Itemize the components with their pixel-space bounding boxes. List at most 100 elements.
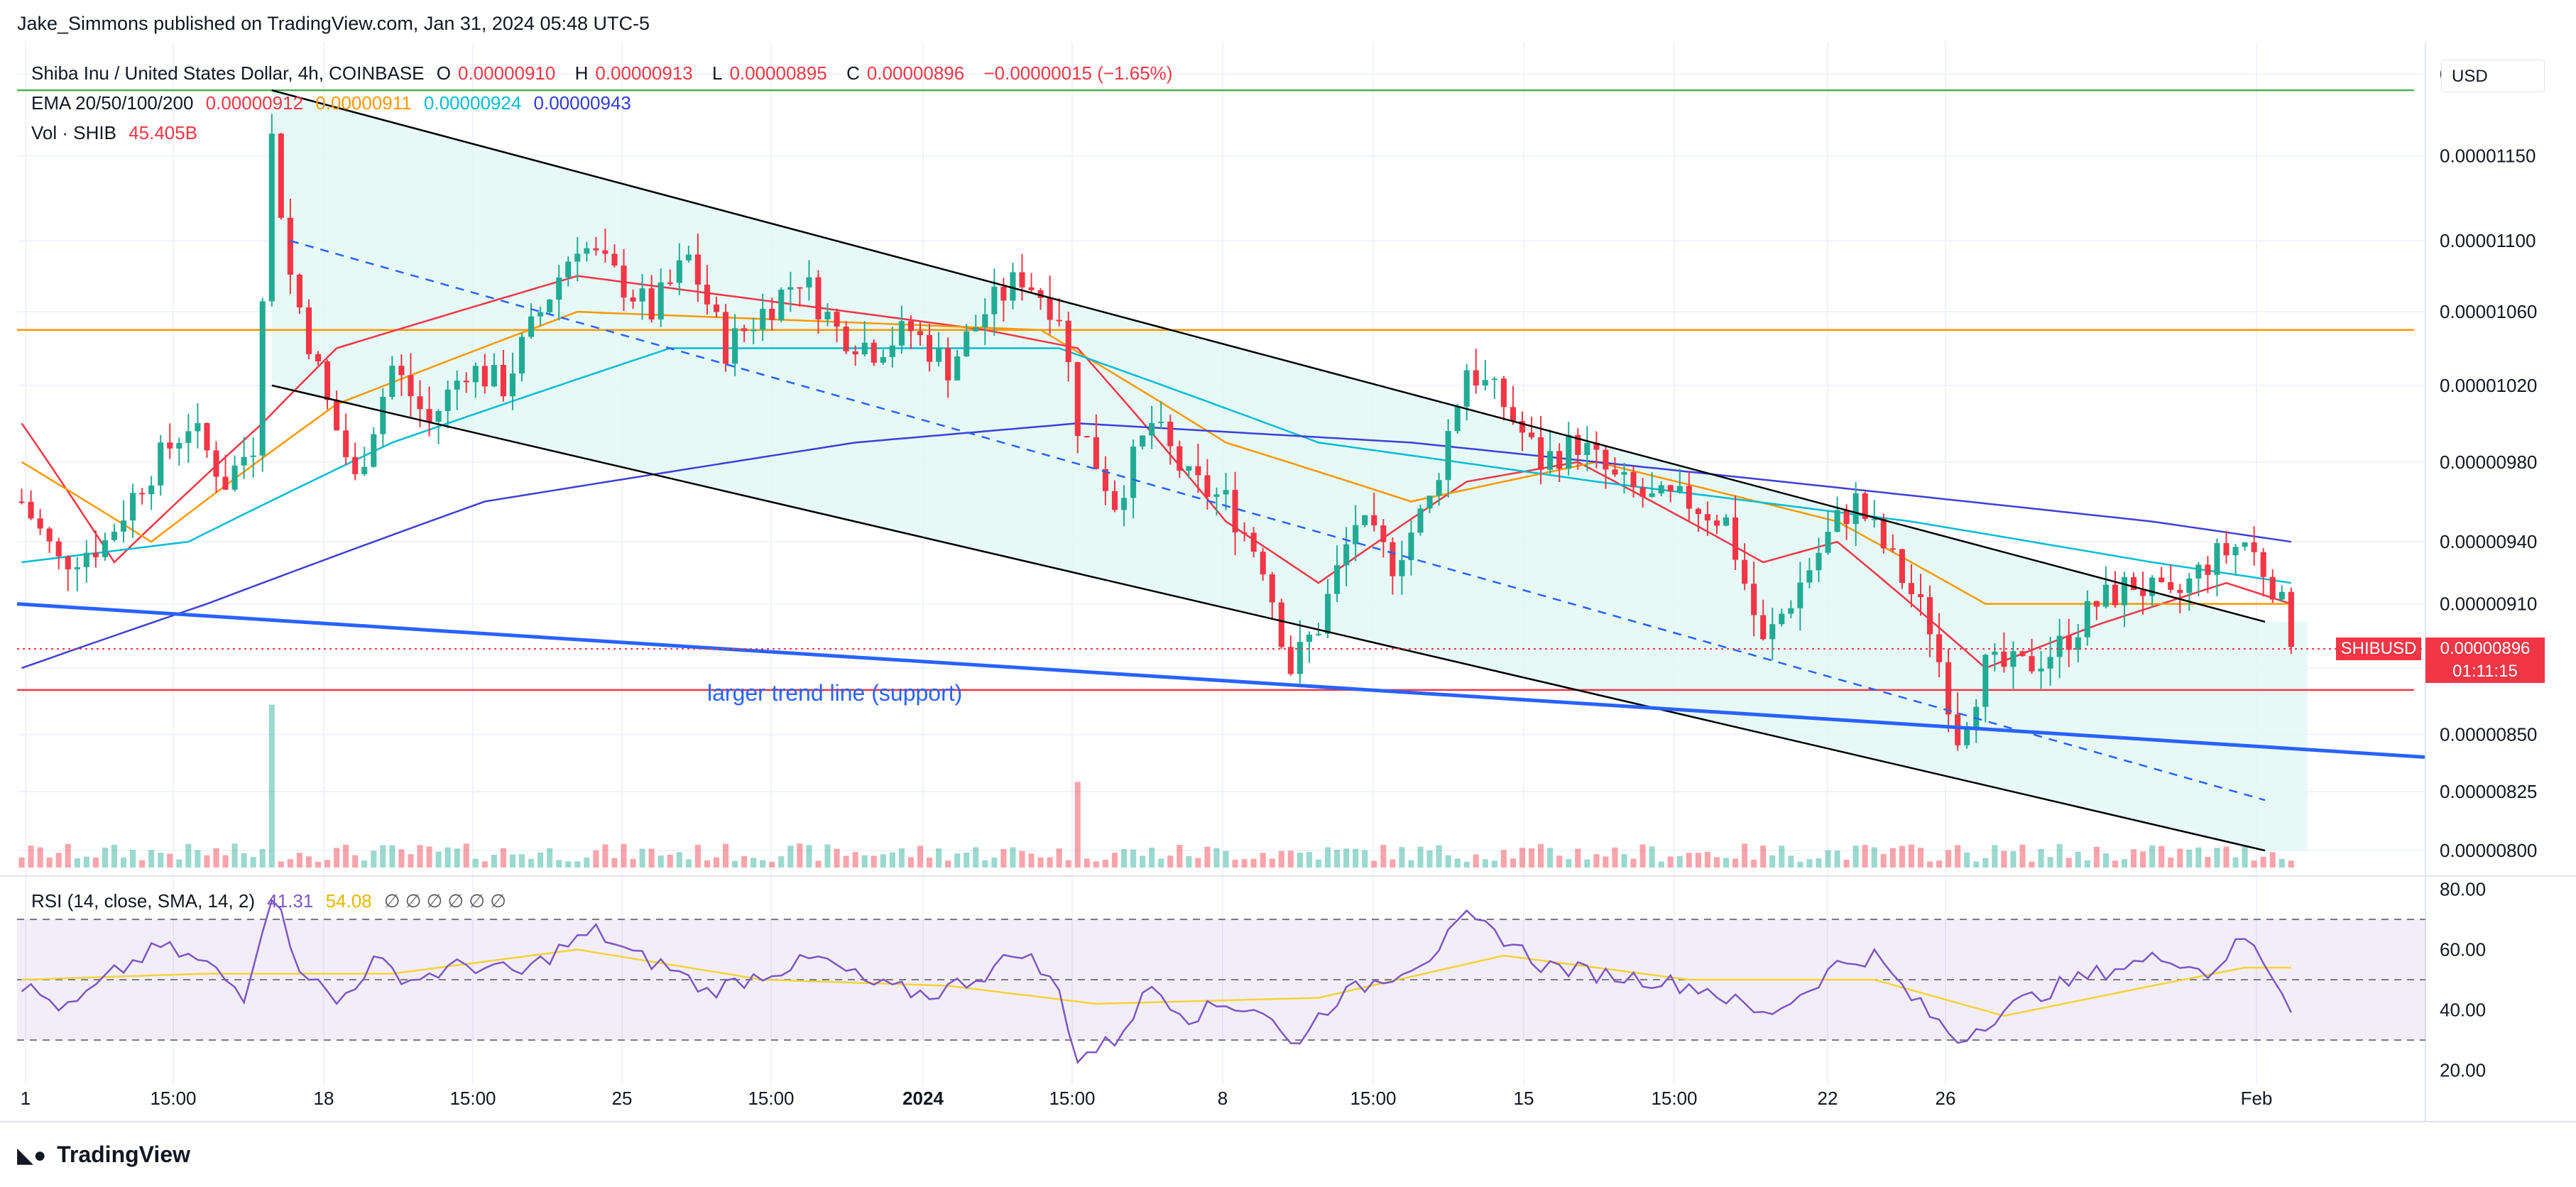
volume-bar <box>1111 853 1118 868</box>
candle-body <box>611 253 618 266</box>
volume-bar <box>732 860 738 868</box>
candle-body <box>537 312 544 317</box>
candle-body <box>1287 647 1294 674</box>
volume-bar <box>1723 858 1730 868</box>
volume-bar <box>1713 857 1720 868</box>
volume-bar <box>1658 861 1664 868</box>
ema100-value: 0.00000924 <box>423 92 522 114</box>
volume-bar <box>55 853 62 868</box>
volume-bar <box>954 853 961 868</box>
volume-bar <box>824 844 831 868</box>
candle-body <box>630 297 636 302</box>
ema50-value: 0.00000911 <box>315 92 412 114</box>
symbol-title[interactable]: Shiba Inu / United States Dollar, 4h, CO… <box>31 62 425 84</box>
volume-bar <box>1806 859 1813 868</box>
candle-body <box>120 520 127 532</box>
volume-bar <box>1010 847 1016 868</box>
candle-body <box>713 304 720 312</box>
candle-body <box>1955 714 1961 745</box>
channel-fill <box>271 90 2308 851</box>
candle-body <box>241 456 247 466</box>
candle-body <box>722 312 729 364</box>
volume-bar <box>426 846 432 868</box>
volume-bar <box>1250 858 1257 868</box>
volume-bar <box>889 852 895 868</box>
candle-body <box>28 501 34 519</box>
volume-bar <box>1047 857 1053 868</box>
volume-bar <box>778 856 785 868</box>
volume-bar <box>927 858 933 868</box>
volume-bar <box>843 855 849 868</box>
currency-button[interactable]: USD <box>2441 60 2545 92</box>
rsi-line <box>21 898 2292 1065</box>
volume-bar <box>1324 847 1331 868</box>
volume-bar <box>2038 848 2044 868</box>
candle-body <box>806 277 812 288</box>
ema-legend[interactable]: EMA 20/50/100/200 0.00000912 0.00000911 … <box>31 92 638 114</box>
candle-body <box>1917 594 1924 598</box>
rsi-legend[interactable]: RSI (14, close, SMA, 14, 2) 41.31 54.08 … <box>31 890 513 912</box>
volume-bar <box>1899 846 1905 868</box>
volume-bar <box>1556 855 1563 868</box>
volume-bar <box>305 856 312 868</box>
candle-body <box>1380 525 1387 542</box>
candle-body <box>37 518 43 529</box>
candle-body <box>231 465 238 490</box>
candle-body <box>769 308 775 320</box>
volume-bar <box>2010 850 2016 868</box>
volume-bar <box>1232 860 1238 868</box>
candle-body <box>1723 517 1730 526</box>
candle-body <box>778 290 785 320</box>
volume-bar <box>1306 852 1312 868</box>
candle-body <box>1047 297 1053 320</box>
candle-body <box>1871 518 1877 520</box>
candle-body <box>1056 319 1062 322</box>
volume-bar <box>1482 859 1488 868</box>
volume-bar <box>120 857 127 868</box>
candle-body <box>1324 594 1331 634</box>
volume-bar <box>1852 846 1859 868</box>
candle-body <box>296 274 302 308</box>
candle-body <box>1120 498 1128 510</box>
candle-body <box>1260 552 1266 575</box>
volume-bar <box>1769 855 1776 868</box>
candle-body <box>1908 583 1914 594</box>
candle-body <box>444 389 451 412</box>
volume-bar <box>1667 856 1674 868</box>
candle-body <box>83 552 89 567</box>
volume-bar <box>417 845 423 868</box>
volume-bar <box>167 853 173 868</box>
tradingview-brand[interactable]: ◣● TradingView <box>17 1142 190 1168</box>
candle-body <box>389 366 395 398</box>
time-axis-tick: 26 <box>1936 1088 1956 1109</box>
volume-bar <box>2269 852 2276 868</box>
ema200-value: 0.00000943 <box>533 92 631 114</box>
volume-bar <box>797 843 803 868</box>
candle-body <box>1250 532 1257 552</box>
candle-body <box>65 556 71 569</box>
volume-bar <box>657 855 664 868</box>
volume-bar <box>2223 846 2230 868</box>
volume-bar <box>945 860 951 868</box>
support-annotation[interactable]: larger trend line (support) <box>707 680 963 706</box>
candle-body <box>1852 493 1859 525</box>
volume-bar <box>278 861 284 868</box>
candle-body <box>797 287 803 289</box>
candle-body <box>1371 515 1377 526</box>
volume-bar <box>676 852 682 868</box>
volume-bar <box>1380 845 1387 868</box>
candle-body <box>1399 559 1405 576</box>
candle-body <box>111 531 118 540</box>
volume-legend[interactable]: Vol · SHIB 45.405B <box>31 122 204 144</box>
last-price-tag: 0.00000896 <box>2425 638 2545 660</box>
volume-bar <box>1241 859 1248 868</box>
volume-bar <box>815 860 822 868</box>
candle-body <box>1000 286 1007 301</box>
volume-bar <box>2084 860 2090 868</box>
volume-bar <box>1037 857 1044 868</box>
candle-body <box>334 400 340 431</box>
candle-body <box>398 366 405 376</box>
candle-body <box>1269 574 1275 603</box>
candle-body <box>2075 637 2081 650</box>
